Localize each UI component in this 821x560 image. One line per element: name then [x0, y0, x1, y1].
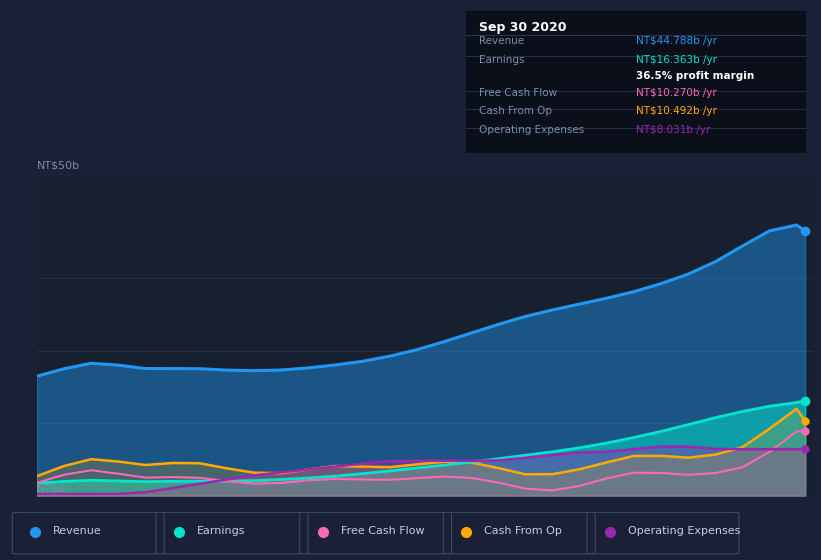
Text: NT$10.270b /yr: NT$10.270b /yr [635, 88, 717, 98]
Text: Revenue: Revenue [53, 526, 102, 536]
Text: NT$0: NT$0 [37, 484, 66, 494]
Text: Earnings: Earnings [479, 55, 525, 65]
Text: Sep 30 2020: Sep 30 2020 [479, 21, 566, 34]
Text: Operating Expenses: Operating Expenses [479, 125, 585, 135]
Text: NT$50b: NT$50b [37, 161, 80, 171]
Text: NT$16.363b /yr: NT$16.363b /yr [635, 55, 717, 65]
Text: Free Cash Flow: Free Cash Flow [479, 88, 557, 98]
Text: Earnings: Earnings [197, 526, 245, 536]
Text: Revenue: Revenue [479, 36, 525, 46]
Text: NT$44.788b /yr: NT$44.788b /yr [635, 36, 717, 46]
Text: Free Cash Flow: Free Cash Flow [341, 526, 424, 536]
Text: Cash From Op: Cash From Op [479, 106, 553, 116]
Text: 36.5% profit margin: 36.5% profit margin [635, 71, 754, 81]
Text: Operating Expenses: Operating Expenses [628, 526, 741, 536]
Text: NT$10.492b /yr: NT$10.492b /yr [635, 106, 717, 116]
Text: NT$8.031b /yr: NT$8.031b /yr [635, 125, 710, 135]
Text: Cash From Op: Cash From Op [484, 526, 562, 536]
